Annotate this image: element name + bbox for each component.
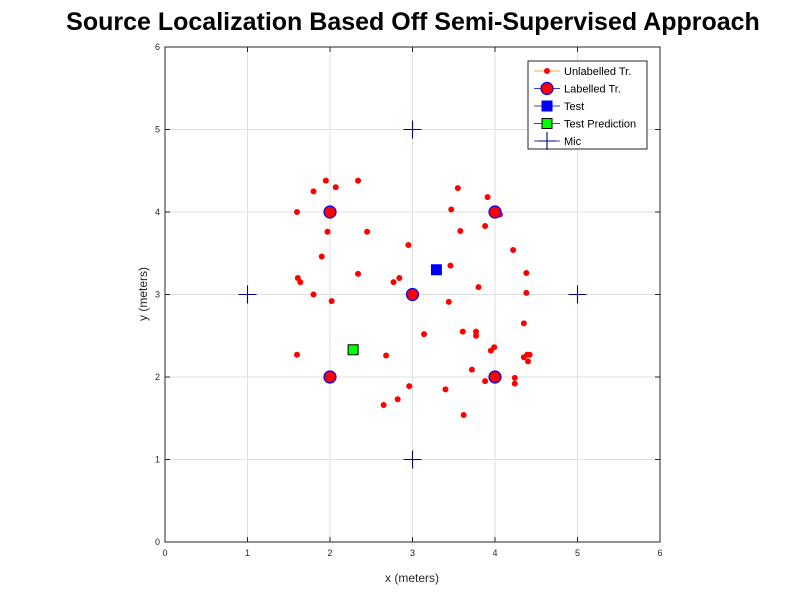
unlabelled-point: [482, 378, 489, 385]
data-points: [238, 120, 587, 469]
unlabelled-point: [482, 223, 489, 230]
unlabelled-point: [491, 344, 498, 351]
labelled-point: [323, 205, 337, 219]
unlabelled-point: [511, 374, 518, 381]
axis-ticks: 0 1 2 3 4 5 6 0 1 2 3 4 5 6: [155, 42, 663, 558]
x-tick-label: 6: [657, 548, 662, 558]
unlabelled-point: [405, 242, 412, 248]
unlabelled-point: [297, 279, 304, 286]
unlabelled-point: [457, 227, 464, 234]
unlabelled-point: [447, 262, 454, 269]
y-tick-label: 2: [155, 372, 160, 382]
unlabelled-point: [523, 289, 530, 296]
unlabelled-point: [459, 328, 466, 335]
unlabelled-point: [475, 284, 482, 291]
y-tick-label: 0: [155, 537, 160, 547]
unlabelled-point: [380, 402, 387, 409]
labelled-point: [488, 205, 502, 219]
unlabelled-point: [454, 185, 461, 192]
unlabelled-point: [468, 366, 475, 373]
y-tick-label: 4: [155, 207, 160, 217]
unlabelled-point: [383, 352, 390, 359]
labelled-point: [488, 370, 502, 384]
unlabelled-point: [355, 270, 362, 277]
unlabelled-point: [523, 270, 530, 277]
unlabelled-point: [310, 188, 317, 195]
legend-label: Test: [564, 101, 584, 113]
legend: Unlabelled Tr. Labelled Tr. Test Test Predi…: [527, 60, 648, 150]
x-tick-label: 3: [410, 548, 415, 558]
chart-title: Source Localization Based Off Semi-Super…: [66, 8, 760, 36]
legend-marker: [541, 118, 553, 129]
unlabelled-point: [355, 177, 362, 184]
labelled-point: [323, 370, 337, 384]
unlabelled-point: [473, 328, 480, 335]
test-point: [430, 264, 442, 276]
legend-label: Labelled Tr.: [564, 84, 621, 96]
y-tick-label: 1: [155, 455, 160, 465]
unlabelled-point: [390, 279, 397, 286]
unlabelled-point: [526, 351, 533, 358]
unlabelled-point: [396, 275, 403, 281]
test-prediction-point: [347, 344, 359, 356]
labelled-point: [405, 287, 420, 302]
legend-marker: [544, 68, 550, 74]
mic-marker: [403, 450, 422, 469]
x-axis-label: x (meters): [385, 571, 439, 585]
legend-marker: [540, 81, 554, 96]
y-tick-label: 6: [155, 42, 160, 52]
unlabelled-point: [511, 380, 518, 387]
x-tick-label: 0: [162, 548, 167, 558]
unlabelled-point: [310, 291, 317, 298]
unlabelled-point: [364, 228, 371, 235]
unlabelled-point: [484, 194, 491, 201]
unlabelled-point: [460, 411, 467, 418]
unlabelled-point: [324, 228, 331, 235]
legend-marker: [541, 100, 553, 112]
mic-marker: [403, 120, 422, 139]
legend-marker: [538, 132, 556, 150]
x-tick-label: 5: [575, 548, 580, 558]
legend-label: Unlabelled Tr.: [564, 66, 631, 78]
unlabelled-point: [322, 177, 329, 184]
y-tick-label: 5: [155, 125, 160, 135]
mic-marker: [238, 285, 257, 304]
unlabelled-point: [328, 298, 335, 305]
unlabelled-point: [421, 331, 428, 338]
x-tick-label: 1: [245, 548, 250, 558]
y-tick-label: 3: [155, 290, 160, 300]
unlabelled-point: [318, 253, 325, 260]
legend-label: Test Prediction: [564, 119, 636, 131]
unlabelled-point: [525, 358, 531, 365]
unlabelled-point: [332, 184, 339, 191]
mic-marker: [568, 285, 587, 304]
unlabelled-point: [520, 320, 527, 327]
unlabelled-point: [473, 332, 480, 339]
unlabelled-point: [442, 386, 449, 393]
y-axis-label: y (meters): [136, 267, 150, 321]
legend-label: Mic: [564, 136, 582, 148]
unlabelled-point: [445, 298, 452, 305]
x-tick-label: 2: [327, 548, 332, 558]
unlabelled-point: [406, 383, 413, 390]
unlabelled-point: [448, 206, 455, 213]
x-tick-label: 4: [492, 548, 497, 558]
unlabelled-point: [394, 396, 401, 403]
unlabelled-point: [510, 246, 517, 253]
unlabelled-point: [294, 351, 300, 358]
unlabelled-point: [294, 209, 300, 215]
